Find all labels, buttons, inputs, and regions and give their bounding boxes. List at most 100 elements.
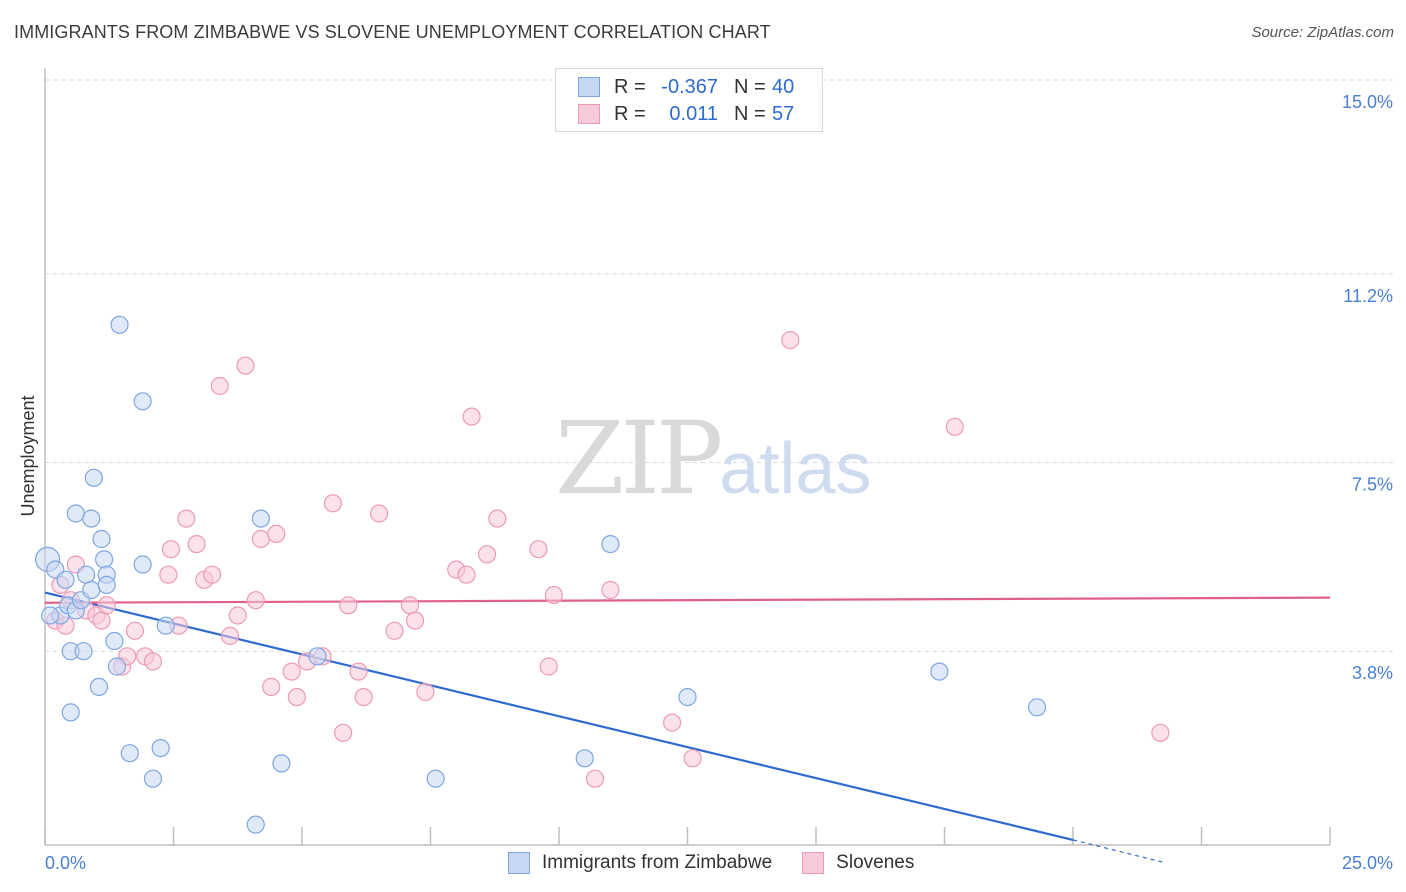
legend-row-slovenes: R = 0.011 N = 57 (578, 102, 794, 126)
slovene-point (287, 687, 306, 707)
zimbabwe-point (84, 468, 103, 487)
zimbabwe-point (151, 738, 170, 758)
zimbabwe-point (97, 575, 116, 595)
slovene-point (159, 565, 178, 584)
slovene-point (236, 356, 255, 375)
zimbabwe-point (89, 677, 109, 697)
zimbabwe-point (110, 315, 129, 334)
zimbabwe-point (251, 509, 270, 528)
slovene-point (282, 662, 301, 681)
source-credit: Source: ZipAtlas.com (1251, 24, 1394, 41)
zimbabwe-point (246, 815, 265, 834)
axes (44, 68, 1331, 846)
zimbabwe-point (41, 606, 60, 625)
slovene-point (323, 494, 342, 513)
zimbabwe-point (308, 647, 327, 666)
series-legend: Immigrants from Zimbabwe Slovenes (508, 852, 944, 874)
watermark: ZIPatlas (555, 400, 871, 517)
slovenes-swatch (578, 104, 600, 124)
slovene-point (210, 376, 229, 396)
slovene-point (945, 417, 964, 436)
slovene-point (405, 611, 425, 630)
slovene-point (202, 565, 222, 584)
y-tick-label: 11.2% (1343, 286, 1393, 306)
slovene-point (125, 621, 145, 640)
slovene-point (228, 606, 247, 625)
zimbabwe-point (120, 744, 139, 763)
slovene-point (161, 540, 181, 559)
n-label: N = (734, 102, 766, 125)
zimbabwe-point (82, 580, 101, 600)
y-axis-label: Unemployment (18, 395, 38, 516)
zimbabwe-point (77, 565, 96, 584)
legend-item-zimbabwe: Immigrants from Zimbabwe (508, 852, 772, 874)
slovene-point (349, 662, 368, 681)
slovene-point (539, 657, 558, 676)
zimbabwe-point (133, 555, 152, 574)
slovene-point (488, 509, 507, 528)
zimbabwe-point (1027, 698, 1047, 717)
slovene-point (385, 621, 404, 640)
tick-labels: 3.8% 7.5% 11.2% 15.0% 0.0% 25.0% Unemployment (18, 92, 1393, 873)
watermark-zip: ZIP (555, 400, 723, 517)
zimbabwe-point (930, 662, 949, 681)
zimbabwe-trend-extension (1072, 839, 1166, 864)
slovene-point (246, 591, 265, 610)
r-value: 0.011 (669, 102, 718, 125)
legend-label-zimbabwe: Immigrants from Zimbabwe (542, 852, 773, 873)
slovene-point (97, 596, 116, 615)
legend-item-slovenes: Slovenes (802, 852, 914, 874)
zimbabwe-point (95, 550, 114, 569)
zimbabwe-point (575, 749, 594, 768)
slovene-point (267, 524, 286, 544)
zimbabwe-point (105, 631, 124, 651)
zimbabwe-swatch (578, 77, 600, 97)
n-value: 57 (772, 102, 795, 125)
y-tick-label: 15.0% (1342, 92, 1393, 112)
slovene-point (370, 504, 389, 523)
zimbabwe-legend-swatch (508, 852, 530, 874)
slovene-point (683, 749, 702, 768)
slovene-trend-line (44, 596, 1331, 604)
zimbabwe-trend-line (44, 591, 1074, 841)
slovene-point (339, 596, 358, 615)
slovene-point (662, 713, 682, 732)
slovene-point (1151, 723, 1170, 742)
r-label: R = (614, 102, 646, 125)
zimbabwe-point (56, 570, 75, 589)
zimbabwe-point (61, 703, 80, 722)
zimbabwe-point (92, 529, 111, 549)
slovene-point (601, 580, 620, 600)
slovenes-legend-swatch (802, 852, 825, 874)
slovene-point (544, 585, 563, 605)
zimbabwe-point (426, 769, 445, 788)
zimbabwe-point (272, 754, 291, 773)
correlation-legend: R = -0.367 N = 40 R = 0.011 N = 57 (555, 68, 823, 132)
watermark-atlas: atlas (719, 429, 872, 509)
data-points (34, 315, 1170, 834)
zimbabwe-point (156, 616, 175, 635)
zimbabwe-point (601, 534, 620, 554)
zimbabwe-point (107, 657, 127, 676)
legend-row-zimbabwe: R = -0.367 N = 40 (578, 75, 794, 99)
chart-title: IMMIGRANTS FROM ZIMBABWE VS SLOVENE UNEM… (14, 22, 771, 42)
x-tick-label: 25.0% (1342, 853, 1393, 873)
slovene-point (354, 687, 373, 707)
slovene-point (400, 596, 420, 615)
slovene-point (143, 652, 163, 671)
legend-label-slovenes: Slovenes (836, 852, 915, 873)
slovene-point (457, 565, 476, 584)
slovene-point (585, 769, 605, 788)
slovene-point (781, 331, 800, 350)
zimbabwe-point (74, 642, 93, 661)
slovene-point (92, 611, 111, 630)
slovene-point (251, 529, 270, 549)
slovene-point (262, 677, 281, 697)
zimbabwe-point (678, 687, 697, 707)
r-label: R = (614, 75, 646, 98)
n-value: 40 (772, 75, 795, 98)
slovene-point (187, 534, 206, 554)
zimbabwe-point (133, 392, 152, 411)
slovene-point (177, 509, 196, 528)
zimbabwe-point (143, 769, 163, 788)
